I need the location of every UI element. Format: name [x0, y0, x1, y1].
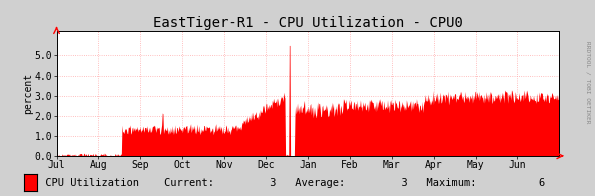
- Y-axis label: percent: percent: [23, 73, 33, 114]
- Text: RRDTOOL / TOBI OETIKER: RRDTOOL / TOBI OETIKER: [585, 41, 590, 123]
- Text: CPU Utilization    Current:         3   Average:         3   Maximum:          6: CPU Utilization Current: 3 Average: 3 Ma…: [39, 178, 545, 188]
- Title: EastTiger-R1 - CPU Utilization - CPU0: EastTiger-R1 - CPU Utilization - CPU0: [153, 16, 463, 30]
